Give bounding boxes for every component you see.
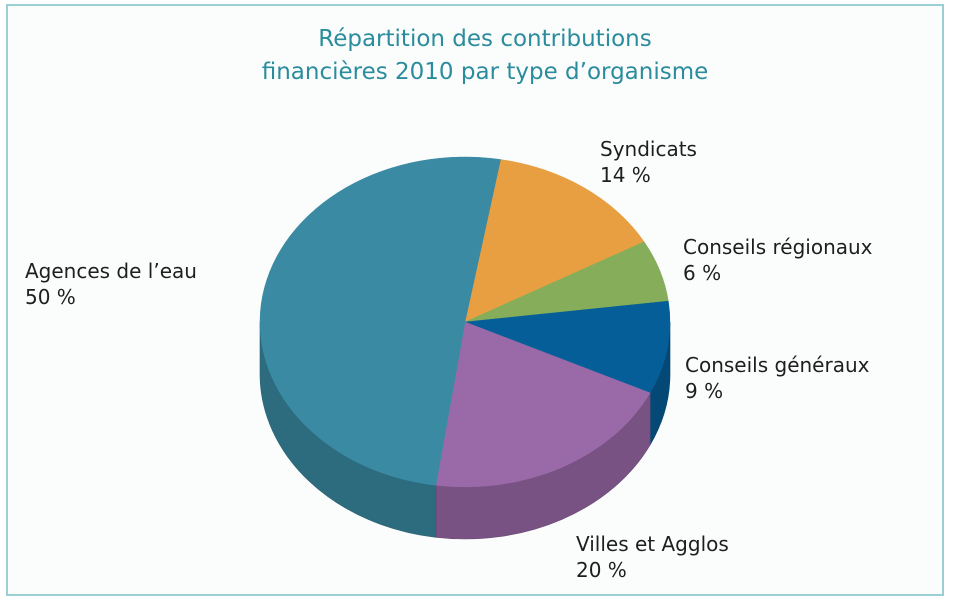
slice-value-label: 6 % xyxy=(683,261,721,285)
slice-value-label: 20 % xyxy=(576,558,627,582)
slice-label: Syndicats xyxy=(600,137,697,161)
slice-label: Villes et Agglos xyxy=(576,532,729,556)
pie-slice xyxy=(464,300,671,394)
chart-title: Répartition des contributions xyxy=(318,26,651,52)
pie-slice xyxy=(259,156,501,486)
pie-slice xyxy=(464,159,645,323)
slice-value-label: 50 % xyxy=(25,285,76,309)
chart-title: financières 2010 par type d’organisme xyxy=(262,59,709,85)
pie-slice xyxy=(435,321,651,488)
slice-value-label: 14 % xyxy=(600,163,651,187)
slice-label: Conseils généraux xyxy=(685,353,870,377)
slice-label: Conseils régionaux xyxy=(683,235,873,259)
slice-label: Agences de l’eau xyxy=(25,259,197,283)
slice-value-label: 9 % xyxy=(685,379,723,403)
